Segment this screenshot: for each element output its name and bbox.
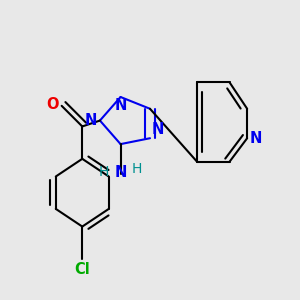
Text: H: H [132, 162, 142, 176]
Text: N: N [152, 122, 164, 137]
Text: N: N [114, 98, 127, 113]
Text: N: N [250, 131, 262, 146]
Text: N: N [114, 165, 127, 180]
Text: O: O [46, 97, 59, 112]
Text: Cl: Cl [74, 262, 90, 277]
Text: H: H [98, 165, 109, 179]
Text: N: N [85, 113, 97, 128]
